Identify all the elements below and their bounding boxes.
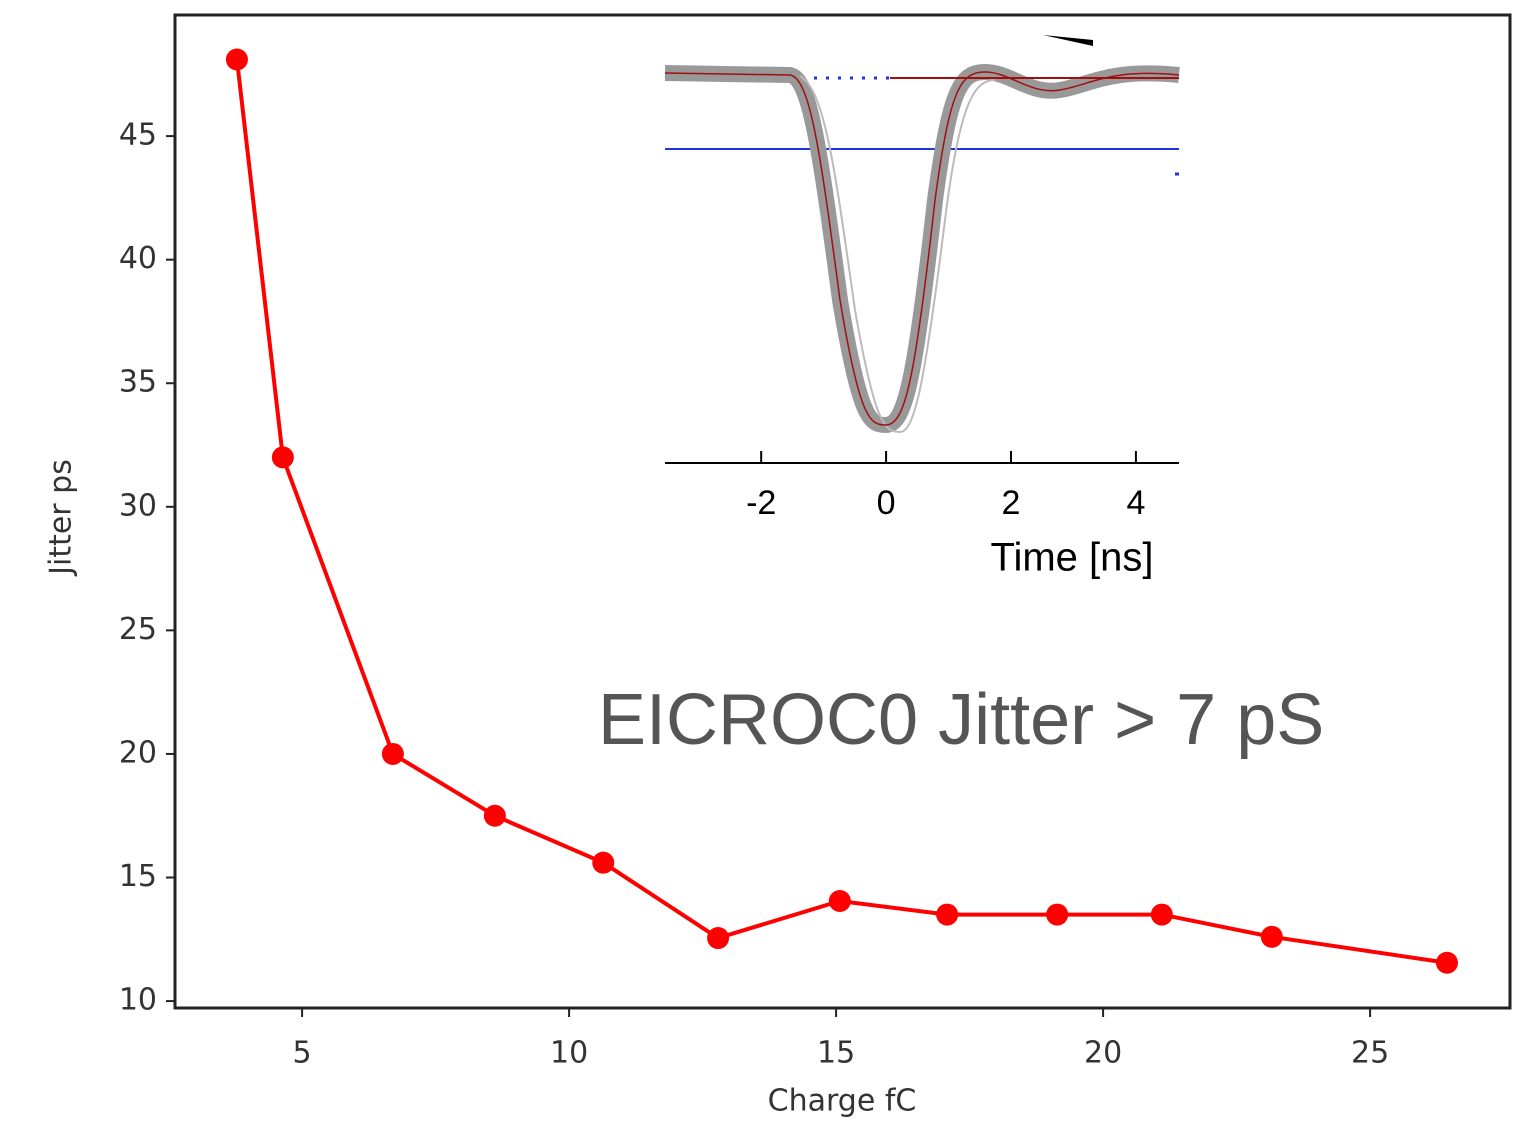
y-tick-label: 30 [119, 488, 157, 523]
inset-x-tick-label: 4 [1126, 484, 1145, 522]
y-tick-label: 20 [119, 735, 157, 770]
x-tick-label: 15 [817, 1036, 855, 1071]
x-tick-label: 10 [550, 1036, 588, 1071]
data-point [592, 852, 614, 874]
data-point [226, 48, 248, 70]
x-axis-label: Charge fC [768, 1084, 917, 1119]
annotation: EICROC0 Jitter > 7 pS [598, 680, 1324, 760]
data-point [1046, 904, 1068, 926]
data-point [936, 904, 958, 926]
y-tick-label: 40 [119, 241, 157, 276]
data-point [707, 927, 729, 949]
data-point [272, 446, 294, 468]
data-point [1261, 926, 1283, 948]
x-tick-label: 20 [1084, 1036, 1122, 1071]
y-tick-label: 10 [119, 983, 157, 1018]
plot-frame [175, 15, 1510, 1008]
inset-x-tick-label: 2 [1002, 484, 1021, 522]
y-axis-label: Jitter ps [44, 459, 79, 577]
y-tick-label: 15 [119, 859, 157, 894]
y-tick-label: 25 [119, 612, 157, 647]
data-point [1436, 952, 1458, 974]
y-tick-label: 45 [119, 118, 157, 153]
inset-x-tick-label: -2 [746, 484, 776, 522]
x-tick-label: 5 [293, 1036, 312, 1071]
data-line [237, 59, 1447, 962]
data-point [382, 743, 404, 765]
inset-x-label: Time [ns] [991, 536, 1154, 580]
chart: Time [ns] Jitter ps Charge fC EICROC0 Ji… [0, 0, 1516, 1129]
data-point [484, 805, 506, 827]
y-tick-label: 35 [119, 365, 157, 400]
inset-x-tick-label: 0 [877, 484, 896, 522]
x-tick-label: 25 [1351, 1036, 1389, 1071]
inset-waveform [665, 35, 1179, 432]
data-point [1151, 904, 1173, 926]
data-point [829, 890, 851, 912]
